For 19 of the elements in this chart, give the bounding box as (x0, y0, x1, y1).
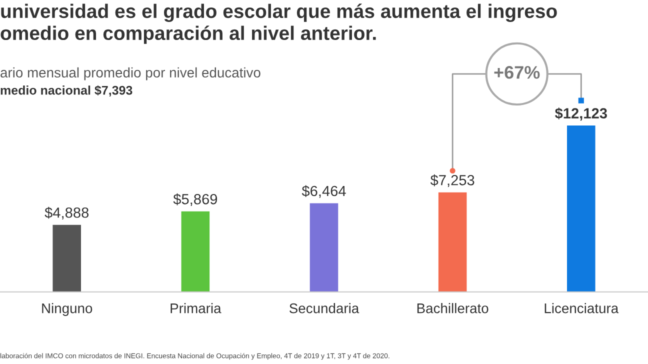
bar (438, 192, 467, 292)
bar (52, 224, 81, 292)
bar (181, 211, 210, 292)
bar (310, 203, 338, 292)
data-label: $5,869 (173, 193, 218, 206)
data-label: $6,464 (302, 185, 346, 198)
x-tick-label: Primaria (170, 303, 222, 314)
x-tick-label: Secundaria (290, 303, 360, 314)
chart-subtitle: ario mensual promedio por nivel educativo (0, 67, 260, 80)
data-label: $4,888 (44, 206, 89, 220)
bar (567, 126, 596, 292)
data-label: $7,253 (430, 174, 474, 188)
data-label: $12,123 (554, 108, 607, 121)
text: +67% (494, 66, 540, 79)
x-tick-label: Licenciatura (544, 303, 619, 314)
chart-title: universidad es el grado escolar que más aumenta el ingreso omedio en comparación al nivel anterior. (0, 4, 557, 44)
x-tick-label: Ninguno (42, 303, 92, 316)
x-tick-label: Bachillerato (417, 303, 488, 314)
text: medio nacional $7,393 (0, 85, 132, 97)
